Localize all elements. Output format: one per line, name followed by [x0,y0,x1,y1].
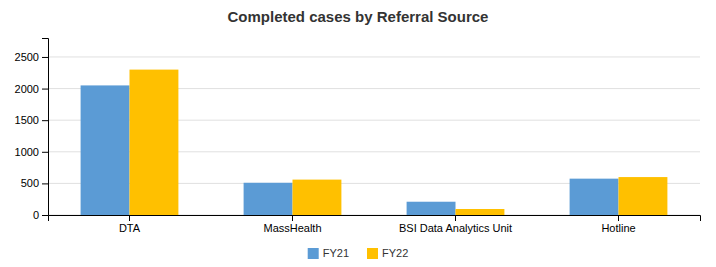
bar-series [130,70,668,215]
plot-area: 0 500 1000 1500 2000 2500 DTA MassHealth BSI Dat… [15,39,701,234]
bar [130,70,179,215]
y-tick: 2500 [15,51,48,63]
chart-svg: Completed cases by Referral Source 0 500 10… [0,0,716,267]
legend-label: FY21 [323,247,349,259]
y-tick-mark [42,183,48,184]
x-tick: DTA [119,215,141,234]
y-tick-mark [42,57,48,58]
y-axis-line [42,39,49,216]
y-tick-label: 2000 [15,83,39,95]
bar [456,209,505,215]
bar [407,202,456,215]
x-axis: DTA MassHealth BSI Data Analytics Unit Hotl… [49,215,701,234]
y-tick: 1500 [15,114,48,126]
x-tick: BSI Data Analytics Unit [399,215,512,234]
x-tick-mark [618,215,619,221]
x-tick-label: Hotline [601,222,635,234]
x-tick: Hotline [601,215,635,234]
bar [293,180,342,215]
grid-line [48,56,700,57]
y-axis: 0 500 1000 1500 2000 2500 [15,39,49,222]
chart-container: Completed cases by Referral Source 0 500 10… [0,0,716,267]
y-tick-label: 500 [21,177,39,189]
x-tick-mark [455,215,456,221]
bars [81,70,668,215]
y-tick: 500 [21,177,48,189]
bar [81,85,130,215]
y-tick: 0 [33,209,48,221]
bar [244,183,293,215]
legend: FY21 FY22 [308,247,409,259]
y-tick-mark [42,120,48,121]
y-tick-label: 1000 [15,146,39,158]
legend-swatch [367,248,378,259]
y-tick-label: 0 [33,209,39,221]
y-tick-mark [42,152,48,153]
legend-swatch [308,248,319,259]
bar [570,179,619,215]
y-tick-mark [42,89,48,90]
x-tick-mark [292,215,293,221]
legend-label: FY22 [382,247,408,259]
chart-title: Completed cases by Referral Source [228,8,489,25]
x-tick-label: DTA [119,222,141,234]
legend-item: FY22 [367,247,408,259]
y-tick-label: 2500 [15,51,39,63]
x-tick-mark [129,215,130,221]
x-tick-label: BSI Data Analytics Unit [399,222,512,234]
legend-item: FY21 [308,247,349,259]
grid [48,57,700,215]
x-axis-line [49,216,701,222]
x-tick: MassHealth [263,215,321,234]
y-tick-label: 1500 [15,114,39,126]
y-tick: 1000 [15,146,48,158]
x-tick-label: MassHealth [263,222,321,234]
y-tick: 2000 [15,83,48,95]
y-tick-mark [42,215,48,216]
bar [619,177,668,215]
